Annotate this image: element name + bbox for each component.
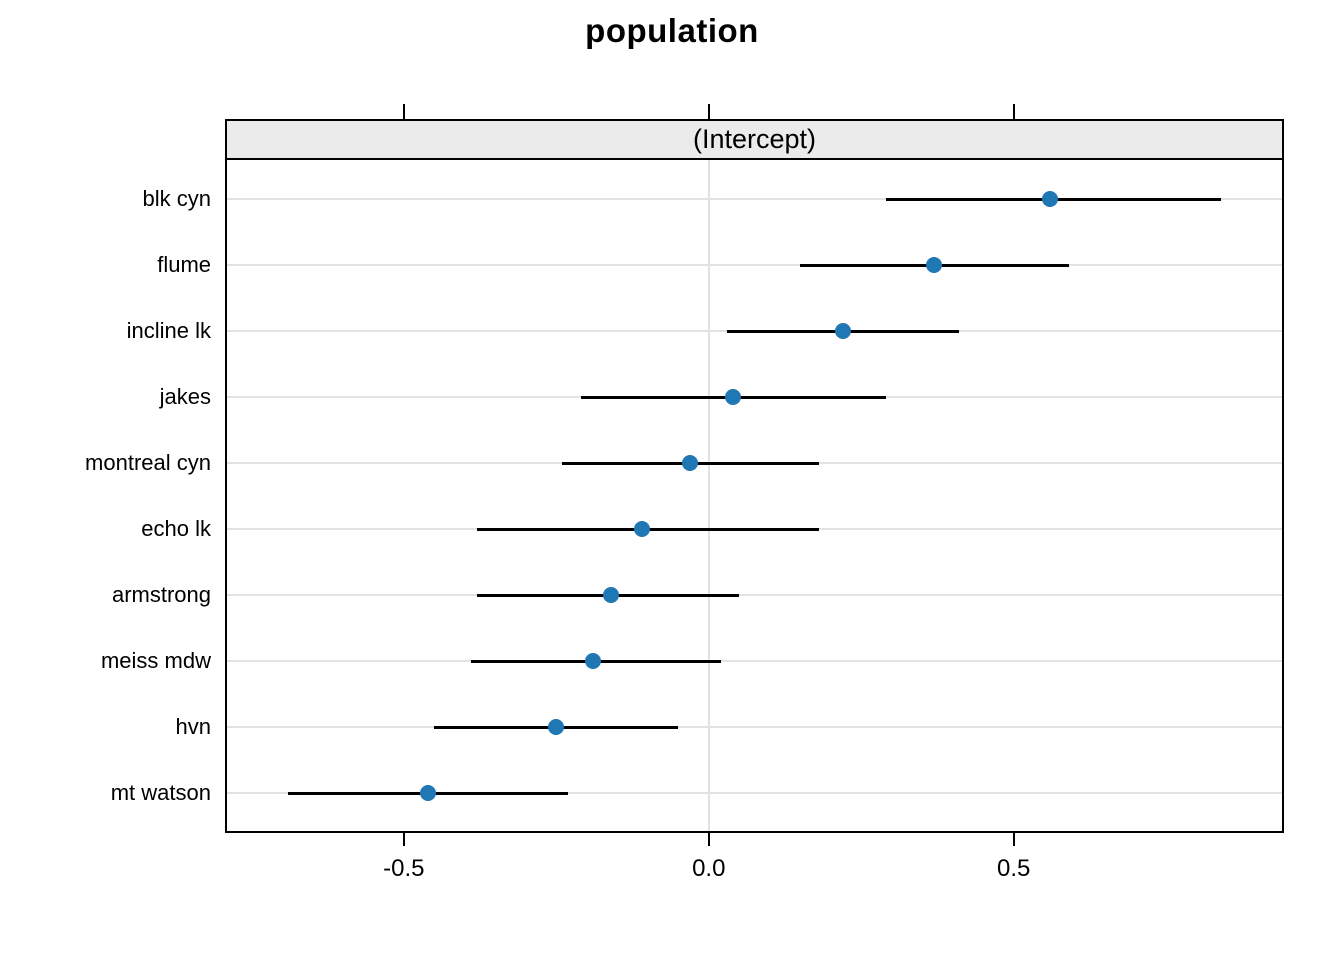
estimate-dot bbox=[926, 257, 943, 273]
y-axis-label: flume bbox=[157, 252, 211, 277]
y-axis-label: jakes bbox=[159, 384, 211, 409]
x-axis-tick-label: 0.5 bbox=[996, 855, 1031, 882]
x-axis-tick-label: 0.0 bbox=[692, 855, 726, 882]
plot-box: (Intercept) bbox=[225, 119, 1284, 833]
y-axis-label: armstrong bbox=[111, 582, 211, 607]
row-gridline bbox=[227, 594, 1282, 596]
row-gridline bbox=[227, 198, 1282, 200]
x-axis-tick bbox=[1012, 833, 1015, 846]
top-axis-tick bbox=[1012, 104, 1015, 119]
chart-title: population bbox=[585, 12, 759, 49]
estimate-dot bbox=[603, 587, 620, 603]
estimate-dot bbox=[834, 323, 851, 339]
estimate-dot bbox=[682, 455, 699, 471]
y-axis-label: blk cyn bbox=[142, 186, 211, 211]
x-axis-tick bbox=[402, 833, 405, 846]
y-axis-label: montreal cyn bbox=[85, 450, 211, 475]
estimate-dot bbox=[584, 653, 601, 669]
row-gridline bbox=[227, 726, 1282, 728]
y-axis-label: meiss mdw bbox=[100, 648, 211, 673]
panel-strip-label: (Intercept) bbox=[692, 124, 817, 154]
plot-panel bbox=[227, 160, 1282, 831]
y-axis-label: incline lk bbox=[126, 318, 211, 343]
estimate-dot bbox=[1042, 191, 1059, 207]
estimate-dot bbox=[420, 785, 437, 801]
top-axis-tick bbox=[707, 104, 710, 119]
row-gridline bbox=[227, 792, 1282, 794]
row-gridline bbox=[227, 660, 1282, 662]
estimate-dot bbox=[725, 389, 742, 405]
y-axis-label: mt watson bbox=[110, 780, 211, 805]
x-axis-tick-label: -0.5 bbox=[383, 855, 425, 882]
x-axis-tick bbox=[707, 833, 710, 846]
panel-strip: (Intercept) bbox=[227, 121, 1282, 160]
row-gridline bbox=[227, 264, 1282, 266]
y-axis-label: hvn bbox=[175, 714, 211, 739]
y-axis-label: echo lk bbox=[141, 516, 211, 541]
estimate-dot bbox=[633, 521, 650, 537]
zero-reference-line bbox=[707, 160, 710, 831]
estimate-dot bbox=[548, 719, 565, 735]
top-axis-tick bbox=[402, 104, 405, 119]
